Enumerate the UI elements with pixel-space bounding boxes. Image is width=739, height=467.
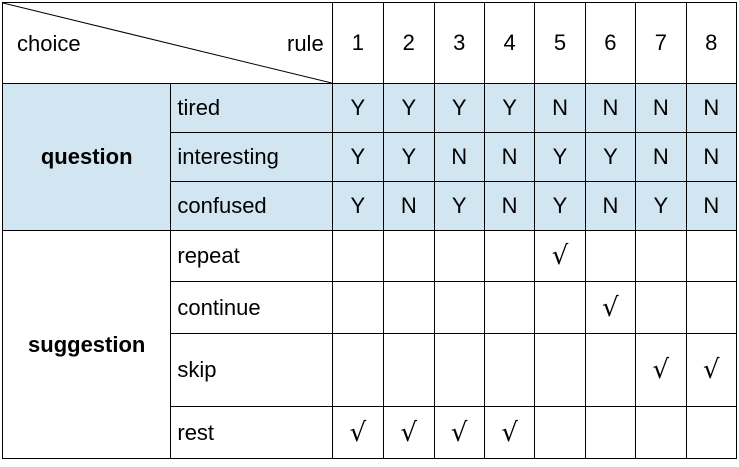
condition-value-no: N: [584, 83, 637, 133]
action-cell: √: [534, 230, 586, 282]
action-label: rest: [170, 406, 333, 459]
action-cell: [483, 281, 536, 334]
action-cell: [584, 333, 637, 407]
question-row: interesting Y Y N N Y Y N N: [3, 132, 738, 182]
condition-value-yes: Y: [433, 181, 485, 231]
action-cell: √: [433, 406, 485, 459]
action-cell: √: [331, 406, 385, 459]
action-cell: √: [383, 406, 435, 459]
action-cell: [534, 281, 586, 334]
condition-label: interesting: [170, 132, 333, 182]
condition-value-no: N: [635, 83, 687, 133]
suggestion-row: suggestion repeat √: [1, 230, 738, 459]
choice-header-label: choice: [17, 31, 81, 56]
action-cell: [635, 230, 687, 282]
rule-number-header: 2: [383, 2, 435, 84]
action-label: skip: [170, 333, 333, 407]
condition-value-no: N: [383, 181, 435, 231]
condition-value-yes: Y: [635, 181, 687, 231]
condition-value-no: N: [685, 181, 738, 231]
rule-number-header: 3: [433, 2, 485, 84]
decision-table: choice rule 1 2 3 4 5 6 7 8 question tire…: [1, 2, 738, 459]
question-row: confused Y N Y N Y N Y N: [3, 181, 738, 231]
rule-number-header: 6: [584, 2, 637, 84]
rule-header-label: rule: [287, 31, 324, 56]
suggestion-group-label: suggestion: [1, 230, 172, 459]
condition-value-no: N: [433, 132, 485, 182]
header-row: choice rule 1 2 3 4 5 6 7 8: [2, 2, 738, 84]
condition-value-no: N: [584, 181, 637, 231]
condition-value-yes: Y: [383, 132, 435, 182]
action-cell: [534, 333, 586, 407]
rule-number-header: 8: [685, 2, 738, 84]
action-cell: [635, 281, 687, 334]
question-group-label: question: [1, 83, 172, 231]
condition-value-yes: Y: [534, 132, 586, 182]
action-cell: √: [584, 281, 637, 334]
question-row: question tired Y Y Y Y N N N N: [1, 83, 738, 231]
action-cell: [584, 230, 637, 282]
condition-value-yes: Y: [584, 132, 637, 182]
suggestion-row: rest √ √ √ √: [3, 406, 738, 459]
check-mark-icon: √: [702, 355, 720, 385]
action-cell: [584, 406, 637, 459]
action-cell: [685, 230, 738, 282]
action-cell: [534, 406, 586, 459]
action-cell: √: [483, 406, 536, 459]
suggestion-row: skip √ √: [3, 333, 738, 407]
action-cell: [685, 281, 738, 334]
condition-label: tired: [170, 83, 333, 133]
action-cell: [635, 406, 687, 459]
header-corner-cell: choice rule: [2, 2, 333, 84]
condition-value-yes: Y: [331, 132, 385, 182]
check-mark-icon: √: [501, 417, 518, 448]
action-cell: [433, 230, 485, 282]
check-mark-icon: √: [551, 241, 569, 271]
rule-number-header: 7: [635, 2, 687, 84]
condition-value-no: N: [635, 132, 687, 182]
check-mark-icon: √: [602, 292, 619, 323]
action-cell: [483, 230, 536, 282]
condition-value-no: N: [483, 132, 536, 182]
action-cell: √: [685, 333, 738, 407]
action-cell: [331, 230, 385, 282]
action-cell: [685, 406, 738, 459]
action-cell: √: [635, 333, 687, 407]
action-cell: [383, 333, 435, 407]
condition-label: confused: [170, 181, 333, 231]
action-label: continue: [170, 281, 333, 334]
action-cell: [331, 333, 385, 407]
condition-value-no: N: [685, 132, 738, 182]
action-cell: [383, 281, 435, 334]
condition-value-no: N: [534, 83, 586, 133]
check-mark-icon: √: [652, 355, 670, 385]
rule-number-header: 4: [483, 2, 536, 84]
rule-number-header: 5: [534, 2, 586, 84]
action-cell: [331, 281, 385, 334]
action-label: repeat: [170, 230, 333, 282]
check-mark-icon: √: [349, 417, 367, 448]
condition-value-no: N: [483, 181, 536, 231]
condition-value-yes: Y: [331, 181, 385, 231]
suggestion-row: continue √: [3, 281, 738, 334]
action-cell: [433, 281, 485, 334]
action-cell: [383, 230, 435, 282]
action-cell: [433, 333, 485, 407]
condition-value-no: N: [685, 83, 738, 133]
action-cell: [483, 333, 536, 407]
diagonal-divider: [3, 3, 332, 83]
condition-value-yes: Y: [534, 181, 586, 231]
condition-value-yes: Y: [331, 83, 385, 133]
condition-value-yes: Y: [433, 83, 485, 133]
condition-value-yes: Y: [483, 83, 536, 133]
check-mark-icon: √: [400, 417, 418, 448]
rule-number-header: 1: [331, 2, 385, 84]
check-mark-icon: √: [450, 417, 468, 448]
condition-value-yes: Y: [383, 83, 435, 133]
